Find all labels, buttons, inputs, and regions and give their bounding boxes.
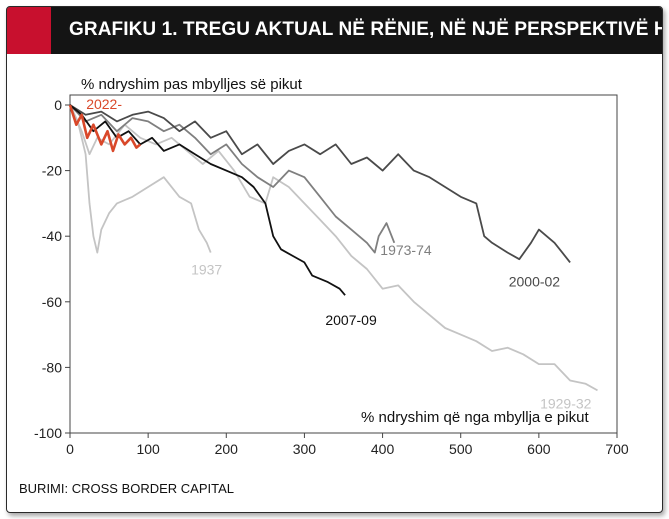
y-tick-label: -80 (42, 359, 62, 375)
y-tick-label: -100 (34, 425, 62, 441)
series-line-1937 (69, 104, 212, 254)
series-labels: 1929-32 1937 1973-74 2000-02 2007-09 2022- (86, 96, 591, 411)
x-axis-label: % ndryshim që nga mbyllja e pikut (361, 409, 589, 426)
series-line-2022- (68, 104, 142, 153)
title-accent-block (7, 7, 51, 54)
series-label: 2022- (86, 96, 122, 112)
y-axis-label: % ndryshim pas mbylljes së pikut (81, 76, 303, 93)
y-tick-label: 0 (54, 97, 62, 113)
series-lines (68, 104, 598, 392)
series-line-1973-74 (69, 104, 396, 254)
plot-area-border (69, 94, 618, 434)
chart-title: GRAFIKU 1. TREGU AKTUAL NË RËNIE, NË NJË… (69, 19, 662, 40)
y-tick-label: -40 (42, 228, 62, 244)
x-tick-label: 200 (215, 441, 239, 457)
source-note: BURIMI: CROSS BORDER CAPITAL (19, 481, 235, 496)
x-tick-label: 500 (449, 441, 473, 457)
x-tick-label: 100 (136, 441, 160, 457)
series-line-2007-09 (69, 104, 346, 296)
x-tick-label: 600 (527, 441, 551, 457)
series-label: 2000-02 (509, 273, 561, 289)
series-line-2000-02 (69, 104, 571, 263)
x-tick-label: 700 (605, 441, 629, 457)
series-line-1929-32 (69, 104, 598, 392)
series-label: 1973-74 (380, 242, 432, 258)
title-bar: GRAFIKU 1. TREGU AKTUAL NË RËNIE, NË NJË… (7, 7, 662, 54)
series-label: 2007-09 (325, 312, 377, 328)
y-tick-label: -20 (42, 163, 62, 179)
series-label: 1937 (191, 262, 222, 278)
x-tick-label: 400 (371, 441, 395, 457)
series-label: 1929-32 (540, 395, 592, 411)
x-tick-label: 0 (66, 441, 74, 457)
y-tick-label: -60 (42, 294, 62, 310)
x-tick-label: 300 (293, 441, 317, 457)
chart-frame: GRAFIKU 1. TREGU AKTUAL NË RËNIE, NË NJË… (6, 6, 663, 513)
